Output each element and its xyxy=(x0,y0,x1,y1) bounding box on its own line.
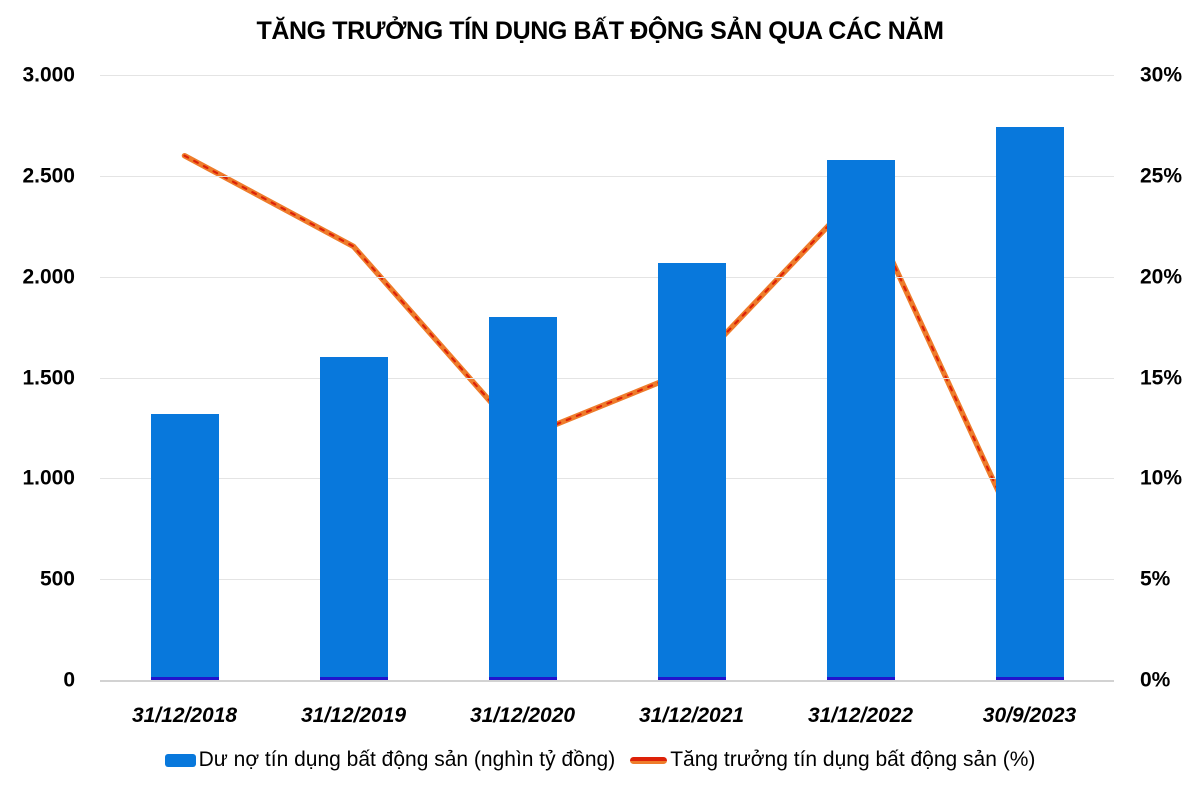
gridline xyxy=(100,377,1114,379)
x-axis-label: 31/12/2021 xyxy=(638,704,745,727)
left-axis-tick: 0 xyxy=(63,668,75,692)
right-axis-tick: 25% xyxy=(1140,164,1183,188)
bar-31-12-2022 xyxy=(826,159,895,680)
x-axis-label: 30/9/2023 xyxy=(982,704,1077,727)
bar-base xyxy=(826,677,895,680)
bar-31-12-2018 xyxy=(150,413,219,680)
legend-label-growth: Tăng trưởng tín dụng bất động sản (%) xyxy=(670,748,1036,771)
growth-line-dashes xyxy=(183,154,1031,561)
legend: Dư nợ tín dụng bất động sản (nghìn tỷ đồ… xyxy=(0,748,1200,772)
bar-series-swatch-icon xyxy=(164,753,196,767)
legend-item-growth: Tăng trưởng tín dụng bất động sản (%) xyxy=(630,748,1035,772)
legend-label-credit-balance: Dư nợ tín dụng bất động sản (nghìn tỷ đồ… xyxy=(198,748,616,771)
growth-line xyxy=(181,152,1033,562)
left-axis-tick: 500 xyxy=(39,567,75,591)
bar-31-12-2019 xyxy=(319,357,388,680)
bar-30-9-2023 xyxy=(995,127,1064,680)
left-axis-tick: 2.500 xyxy=(22,164,75,188)
gridline xyxy=(100,680,1114,682)
gridline xyxy=(100,579,1114,581)
right-axis-tick: 30% xyxy=(1140,63,1183,87)
bar-31-12-2020 xyxy=(488,317,557,680)
bar-base xyxy=(319,677,388,680)
left-axis-tick: 1.500 xyxy=(22,366,75,389)
right-axis-tick: 20% xyxy=(1140,265,1183,289)
bar-base xyxy=(488,677,557,680)
left-axis-tick: 2.000 xyxy=(22,265,75,289)
gridline xyxy=(100,276,1114,278)
gridline xyxy=(100,175,1114,177)
x-axis-label: 31/12/2020 xyxy=(469,704,576,727)
x-axis-label: 31/12/2018 xyxy=(131,704,238,727)
right-axis-tick: 10% xyxy=(1140,466,1183,490)
bar-base xyxy=(995,677,1064,680)
chart-title: TĂNG TRƯỞNG TÍN DỤNG BẤT ĐỘNG SẢN QUA CÁ… xyxy=(256,17,944,45)
left-axis-tick: 3.000 xyxy=(22,63,75,87)
x-axis-label: 31/12/2019 xyxy=(300,704,407,727)
legend-item-credit-balance: Dư nợ tín dụng bất động sản (nghìn tỷ đồ… xyxy=(164,748,616,772)
right-axis-tick: 5% xyxy=(1140,567,1171,591)
right-axis-tick: 0% xyxy=(1140,668,1171,692)
line-series-swatch-icon xyxy=(630,756,668,764)
gridline xyxy=(100,478,1114,480)
bar-31-12-2021 xyxy=(657,262,726,680)
left-axis-tick: 1.000 xyxy=(22,466,75,490)
x-axis-label: 31/12/2022 xyxy=(807,704,914,727)
right-axis-tick: 15% xyxy=(1140,366,1183,389)
plot-area xyxy=(100,75,1114,682)
bar-base xyxy=(657,677,726,680)
bar-base xyxy=(150,677,219,680)
gridline xyxy=(100,75,1114,76)
